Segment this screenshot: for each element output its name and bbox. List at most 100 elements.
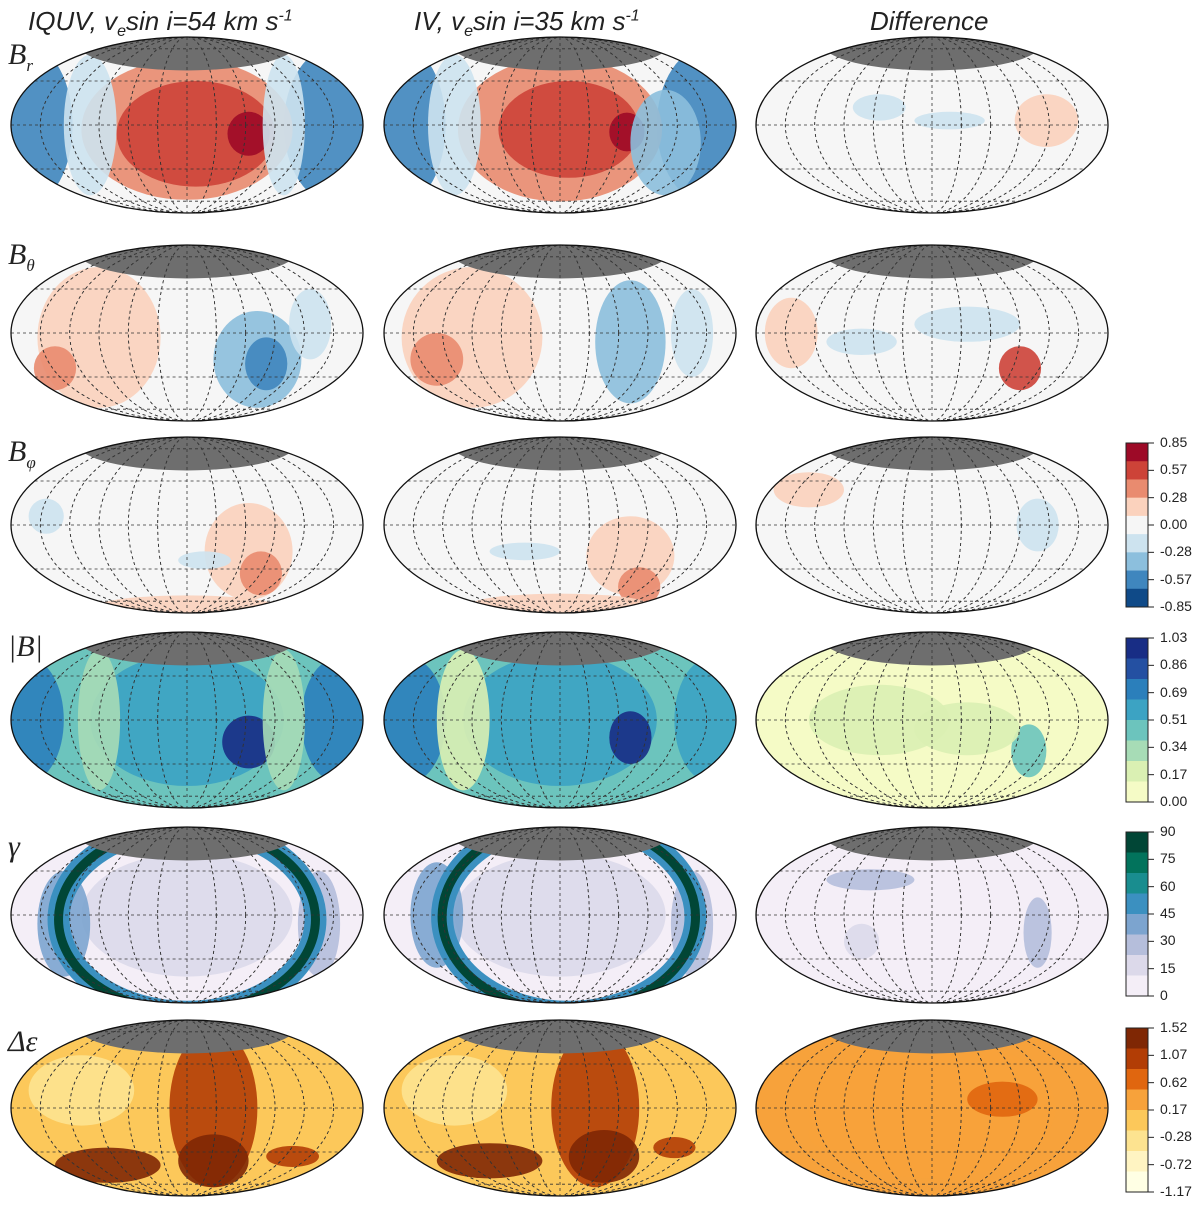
row-label-btheta: Bθ — [8, 238, 35, 275]
map-feature — [28, 1055, 135, 1126]
map-outline — [755, 244, 1109, 422]
map-feature — [178, 551, 232, 569]
map-feature — [436, 1143, 543, 1179]
map-feature — [245, 337, 288, 391]
colorbar-swatch — [1126, 955, 1148, 976]
meridian-line — [412, 37, 708, 213]
colorbar-swatch — [1126, 1110, 1148, 1131]
map-feature — [826, 328, 897, 355]
meridian-line — [69, 827, 305, 1003]
colorbar-swatch — [1126, 832, 1148, 853]
map-feature — [808, 1116, 880, 1152]
map-feature — [1014, 94, 1079, 147]
meridian-line — [784, 437, 1080, 613]
map-Bphi-col3 — [755, 436, 1109, 614]
colorbar-swatch — [1126, 497, 1148, 517]
colorbar-swatch — [1126, 1028, 1148, 1049]
colorbar-swatch — [1126, 1151, 1148, 1172]
colorbar-tick-label: -0.85 — [1160, 598, 1192, 614]
colorbar-swatch — [1126, 1130, 1148, 1152]
map-feature — [595, 280, 666, 404]
colorbar-swatch — [1126, 588, 1148, 608]
meridian-line — [442, 632, 678, 808]
map-feature — [914, 702, 1020, 756]
map-outline — [10, 1019, 364, 1197]
map-feature — [914, 111, 985, 130]
colorbar-4 — [1125, 1027, 1154, 1193]
colorbar-tick-label: 0.17 — [1160, 765, 1188, 782]
colorbar-swatch — [1126, 638, 1148, 659]
meridian-line — [39, 1020, 335, 1196]
colorbar-swatch — [1126, 934, 1148, 956]
colorbar-swatch — [1126, 914, 1148, 935]
meridian-line — [69, 37, 305, 213]
colorbar-tick-label: 1.03 — [1160, 629, 1188, 645]
meridian-line — [814, 437, 1050, 613]
colorbar-tick-label: 0.69 — [1160, 683, 1188, 700]
map-outline — [10, 244, 364, 422]
row-label-deps: Δε — [8, 1025, 38, 1058]
map-feature — [773, 472, 844, 508]
map-outline — [383, 436, 737, 614]
colorbar-tick-label: 0.51 — [1160, 711, 1188, 727]
map-feature — [266, 1145, 319, 1167]
map-feature — [1023, 897, 1052, 968]
map-outline — [383, 1019, 737, 1197]
map-outline — [10, 436, 364, 614]
meridian-line — [814, 245, 1050, 421]
meridian-line — [442, 827, 678, 1003]
map-feature — [33, 346, 77, 391]
colorbar-tick-label: 15 — [1160, 959, 1176, 976]
map-feature — [764, 297, 818, 369]
colorbar-tick-label: 0 — [1160, 987, 1168, 1003]
row-label-gamma: γ — [8, 830, 20, 863]
colorbar-swatch — [1126, 679, 1148, 700]
meridian-line — [442, 1020, 678, 1196]
colorbar-swatch — [1126, 534, 1148, 553]
map-feature — [489, 542, 560, 561]
colorbar-swatch — [1126, 781, 1148, 803]
map-feature — [222, 715, 275, 769]
colorbar-swatch — [1126, 552, 1148, 572]
colorbar-2 — [1125, 637, 1154, 803]
meridian-line — [412, 437, 708, 613]
colorbar-swatch — [1126, 761, 1148, 782]
colorbar-swatch — [1126, 699, 1148, 721]
colorbar-3 — [1125, 831, 1154, 997]
colorbar-swatch — [1126, 1069, 1148, 1090]
map-deps-col3 — [755, 1019, 1109, 1197]
map-gamma-col3 — [755, 826, 1109, 1004]
colorbar-tick-label: -0.57 — [1160, 570, 1192, 587]
map-feature — [998, 346, 1042, 391]
map-Bphi-col1 — [10, 436, 364, 614]
colorbar-swatch — [1126, 479, 1148, 499]
meridian-line — [39, 437, 335, 613]
meridian-line — [784, 245, 1080, 421]
colorbar-tick-label: 0.00 — [1160, 793, 1188, 809]
map-feature — [630, 89, 701, 196]
map-feature — [178, 1134, 249, 1188]
colorbar-tick-label: 0.28 — [1160, 488, 1188, 505]
map-feature — [227, 111, 270, 156]
column-title-difference: Difference — [870, 6, 989, 36]
map-feature — [289, 289, 332, 360]
colorbar-swatch — [1126, 443, 1148, 462]
map-Br-col3 — [755, 36, 1109, 214]
row-label-babs: |B| — [8, 630, 43, 663]
colorbar-tick-label: 75 — [1160, 850, 1176, 867]
colorbar-swatch — [1126, 740, 1148, 762]
meridian-line — [814, 1020, 1050, 1196]
meridian-line — [814, 37, 1050, 213]
meridian-line — [442, 245, 678, 421]
map-outline — [755, 631, 1109, 809]
meridian-line — [69, 1020, 305, 1196]
colorbar-tick-label: 90 — [1160, 823, 1176, 839]
colorbar-swatch — [1126, 515, 1148, 535]
map-feature — [472, 593, 648, 613]
map-feature — [384, 45, 446, 205]
map-feature — [28, 498, 64, 534]
colorbar-swatch — [1126, 1171, 1148, 1193]
colorbar-swatch — [1126, 893, 1148, 915]
meridian-line — [39, 245, 335, 421]
